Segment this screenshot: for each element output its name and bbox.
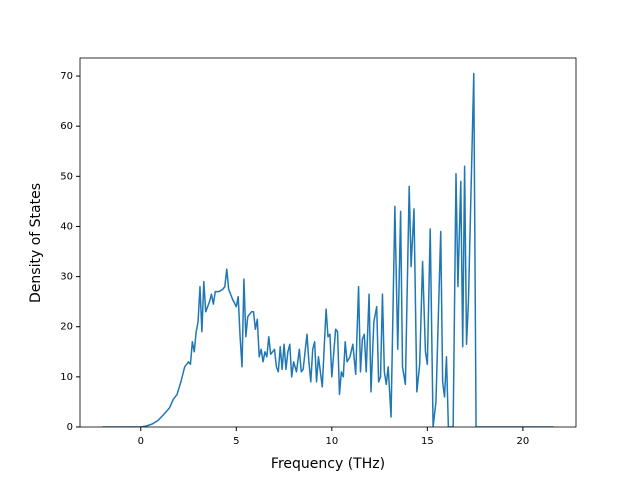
x-tick-label: 15 bbox=[421, 436, 434, 447]
x-tick-label: 0 bbox=[138, 436, 144, 447]
y-axis-label: Density of States bbox=[28, 183, 44, 303]
x-tick-label: 10 bbox=[325, 436, 338, 447]
y-tick-label: 30 bbox=[60, 272, 73, 283]
x-tick-label: 20 bbox=[517, 436, 530, 447]
y-tick-label: 0 bbox=[67, 422, 73, 433]
y-tick-label: 70 bbox=[60, 71, 73, 82]
line bbox=[102, 72, 554, 427]
y-tick-label: 10 bbox=[60, 372, 73, 383]
plot-frame bbox=[79, 57, 577, 428]
x-axis-label: Frequency (THz) bbox=[271, 456, 385, 472]
y-tick-label: 50 bbox=[60, 171, 73, 182]
x-tick-label: 5 bbox=[233, 436, 239, 447]
y-tick-label: 20 bbox=[60, 322, 73, 333]
y-tick-label: 60 bbox=[60, 121, 73, 132]
y-tick-label: 40 bbox=[60, 221, 73, 232]
